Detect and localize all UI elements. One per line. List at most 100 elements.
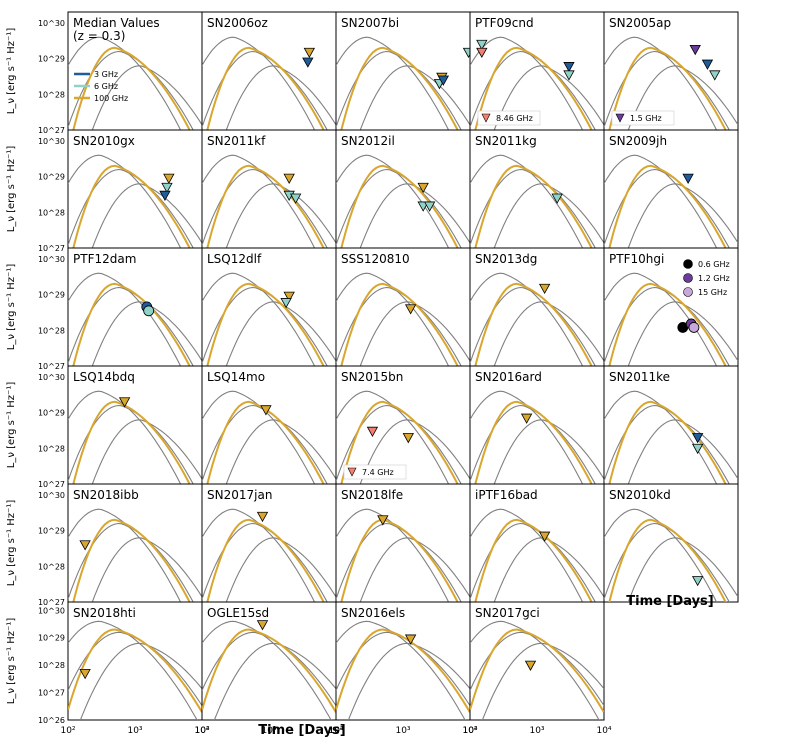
x-tick-label: 10³ bbox=[261, 726, 276, 736]
upper-limit-marker bbox=[476, 47, 488, 59]
upper-limit-marker bbox=[280, 298, 292, 309]
panel-title: SSS120810 bbox=[341, 252, 410, 266]
upper-limit-marker bbox=[289, 193, 302, 204]
model-curves bbox=[336, 272, 470, 366]
model-curve-100ghz bbox=[608, 282, 727, 366]
model-curve bbox=[347, 642, 470, 720]
upper-limit-marker bbox=[377, 515, 389, 526]
y-tick-label: 10^28 bbox=[38, 562, 65, 571]
y-tick-label: 10^28 bbox=[38, 444, 65, 453]
model-curves bbox=[336, 154, 470, 248]
panel: SN2006oz bbox=[201, 11, 337, 131]
model-curve-100ghz bbox=[340, 282, 459, 366]
model-curve bbox=[627, 537, 738, 602]
upper-limit-marker bbox=[256, 620, 269, 631]
upper-limit-marker bbox=[709, 70, 721, 81]
upper-limit-marker bbox=[691, 443, 704, 455]
model-curve-100ghz bbox=[72, 282, 191, 366]
model-curve bbox=[359, 183, 470, 248]
upper-limit-marker bbox=[476, 39, 488, 51]
model-curves bbox=[68, 154, 202, 248]
panel-title: PTF12dam bbox=[73, 252, 136, 266]
model-curve bbox=[493, 65, 604, 130]
model-curves bbox=[202, 390, 336, 484]
y-tick-label: 10^30 bbox=[38, 491, 65, 500]
model-curve bbox=[68, 390, 182, 484]
y-tick-label: 10^26 bbox=[38, 716, 65, 725]
annotation-marker bbox=[347, 467, 357, 477]
legend-label: 6 GHz bbox=[94, 82, 118, 91]
model-curve bbox=[91, 65, 202, 130]
model-curve bbox=[68, 272, 182, 366]
model-curves bbox=[68, 36, 202, 130]
upper-limit-marker bbox=[366, 426, 379, 438]
model-curve-100ghz bbox=[206, 164, 325, 248]
model-curve-100ghz bbox=[206, 46, 325, 130]
annotation-label: 7.4 GHz bbox=[362, 468, 394, 477]
panel: OGLE15sd 10² 10³ 10⁴ bbox=[194, 601, 344, 736]
panel: SN2018ibb L_ν [erg s⁻¹ Hz⁻¹] 10^27 10^28 10^… bbox=[6, 483, 203, 607]
model-curve bbox=[91, 419, 202, 484]
model-curve bbox=[481, 642, 604, 720]
model-curve bbox=[336, 620, 466, 720]
model-curves bbox=[604, 272, 738, 366]
y-tick-label: 10^29 bbox=[38, 55, 65, 64]
y-tick-label: 10^30 bbox=[38, 606, 65, 615]
y-tick-label: 10^30 bbox=[38, 19, 65, 28]
model-curve-100ghz bbox=[608, 518, 727, 602]
detection-marker bbox=[143, 305, 155, 317]
y-tick-label: 10^27 bbox=[38, 598, 65, 607]
model-curve-100ghz bbox=[206, 400, 325, 484]
model-curve bbox=[359, 65, 470, 130]
x-tick-label: 10² bbox=[328, 726, 343, 736]
model-curve bbox=[225, 301, 336, 366]
model-curve bbox=[470, 154, 584, 248]
model-curves bbox=[202, 620, 336, 720]
panel: SN2007bi bbox=[335, 11, 475, 131]
annotation-marker bbox=[615, 113, 625, 123]
panel-title: SN2013dg bbox=[475, 252, 537, 266]
model-curves bbox=[336, 390, 470, 484]
panel-frame bbox=[469, 601, 605, 721]
upper-limit-marker bbox=[538, 283, 551, 295]
model-curve-100ghz bbox=[340, 164, 459, 248]
model-curves bbox=[202, 272, 336, 366]
y-axis-label: L_ν [erg s⁻¹ Hz⁻¹] bbox=[6, 500, 17, 587]
model-curves bbox=[336, 508, 470, 602]
panel: PTF10hgi 0.6 GHz 1.2 GHz 15 GHz bbox=[603, 247, 739, 367]
model-curve bbox=[604, 390, 718, 484]
model-curve bbox=[627, 183, 738, 248]
model-curves bbox=[68, 390, 202, 484]
model-curves bbox=[202, 508, 336, 602]
y-tick-label: 10^27 bbox=[38, 362, 65, 371]
upper-limit-marker bbox=[256, 511, 269, 523]
y-axis-label: L_ν [erg s⁻¹ Hz⁻¹] bbox=[6, 28, 17, 115]
panel-title: SN2017jan bbox=[207, 488, 272, 502]
model-curves bbox=[68, 508, 202, 602]
x-tick-label: 10³ bbox=[395, 726, 410, 736]
upper-limit-marker bbox=[302, 57, 314, 68]
upper-limit-marker bbox=[423, 201, 436, 212]
model-curve bbox=[202, 154, 316, 248]
detection-marker bbox=[688, 322, 700, 333]
panel: SN2013dg bbox=[469, 247, 605, 367]
x-axis-label-right: Time [Days] bbox=[626, 594, 713, 609]
model-curve bbox=[627, 419, 738, 484]
upper-limit-marker bbox=[402, 433, 414, 444]
upper-limit-marker bbox=[404, 304, 417, 315]
model-curves bbox=[68, 272, 202, 366]
panel-title: SN2009jh bbox=[609, 134, 667, 148]
model-curve bbox=[336, 154, 450, 248]
model-curves bbox=[470, 154, 604, 248]
model-curve-100ghz bbox=[206, 282, 325, 366]
panel-title: LSQ12dlf bbox=[207, 252, 262, 266]
upper-limit-marker bbox=[159, 190, 171, 202]
panel-title: (z = 0.3) bbox=[73, 29, 125, 43]
upper-limit-marker bbox=[682, 173, 694, 184]
panel: iPTF16bad bbox=[469, 483, 605, 603]
upper-limit-marker bbox=[79, 540, 91, 551]
model-curve bbox=[202, 36, 316, 130]
y-tick-label: 10^29 bbox=[38, 409, 65, 418]
